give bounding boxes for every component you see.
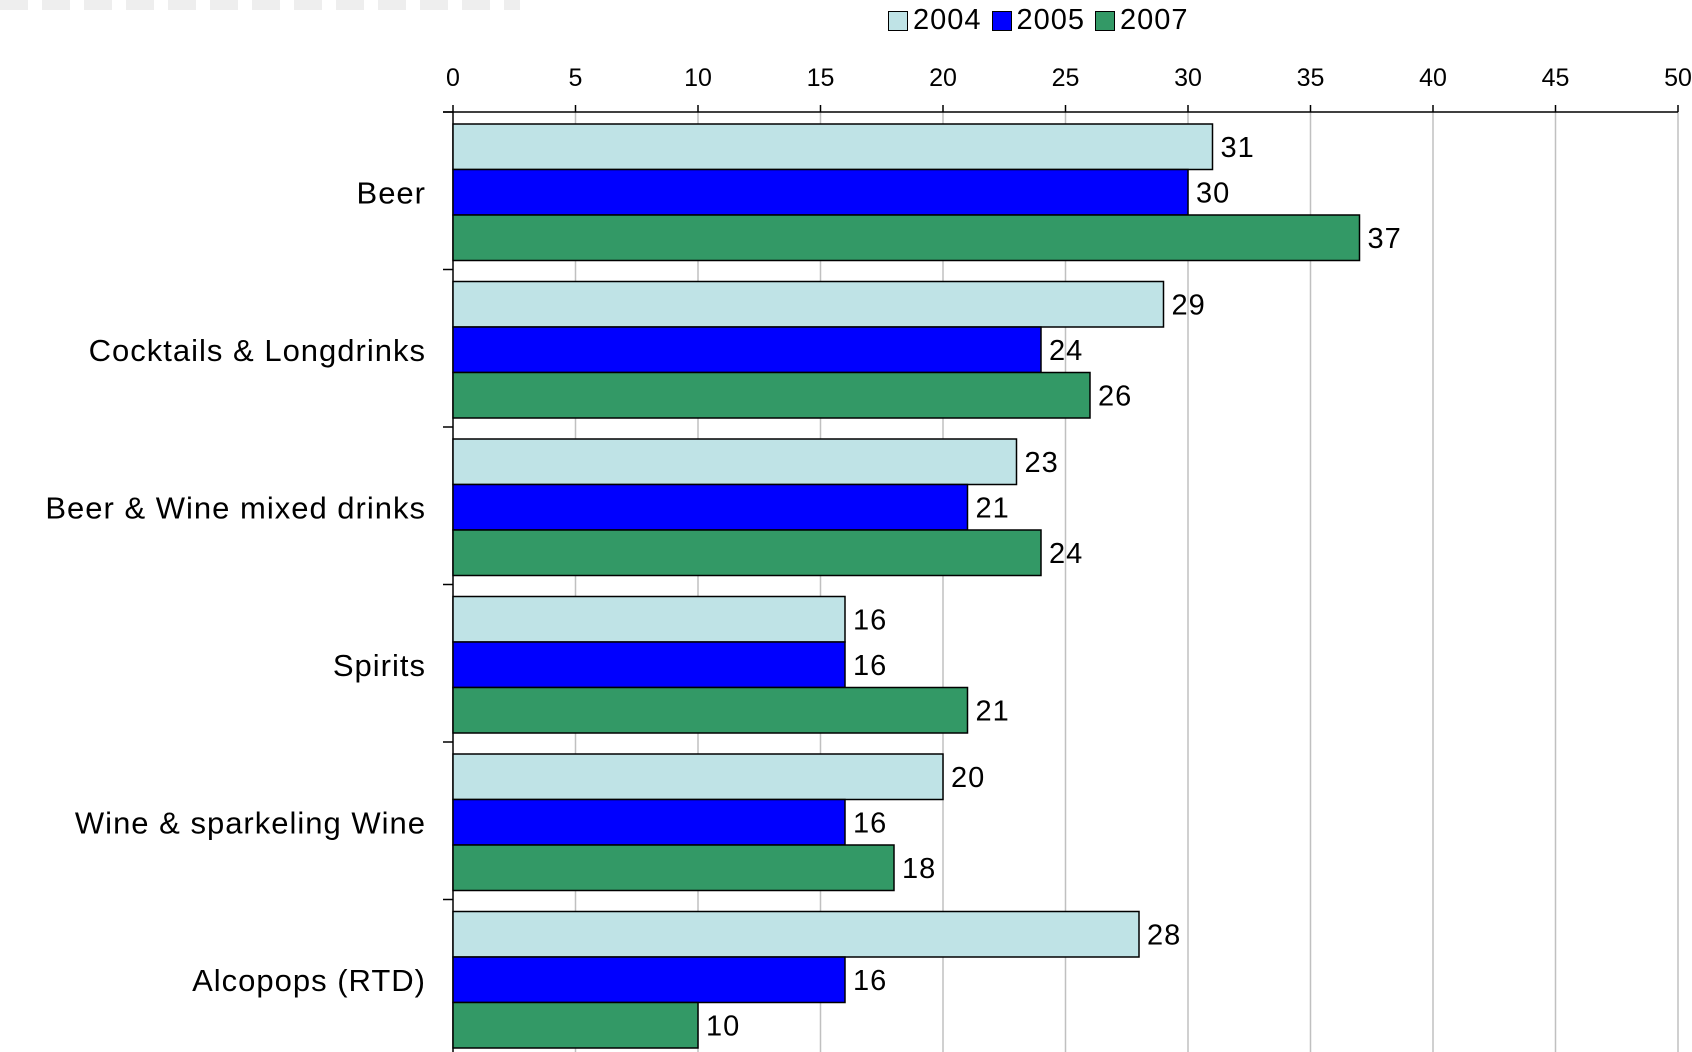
legend-item-2004: 2004 [888, 4, 982, 37]
data-label: 24 [1049, 538, 1083, 570]
category-label: Spirits [333, 648, 426, 683]
bar [452, 753, 944, 801]
bar [452, 438, 1018, 486]
category-label: Beer & Wine mixed drinks [45, 490, 426, 525]
legend-item-2005: 2005 [991, 4, 1086, 37]
bar [452, 214, 1361, 262]
legend-swatch-2004 [888, 10, 908, 31]
decorative-strip [0, 0, 520, 10]
x-tick-label: 10 [684, 64, 712, 92]
legend-item-2007: 2007 [1095, 4, 1189, 37]
bar [452, 844, 895, 892]
data-label: 26 [1098, 380, 1132, 412]
bar [452, 483, 969, 531]
bar [452, 956, 846, 1004]
legend-label-2007: 2007 [1120, 4, 1189, 36]
category-label: Wine & sparkeling Wine [75, 805, 426, 840]
x-tick-label: 0 [446, 64, 460, 92]
bar [452, 371, 1091, 419]
legend-label-2005: 2005 [1016, 4, 1086, 36]
x-tick-label: 20 [929, 64, 957, 92]
bar [452, 595, 846, 643]
data-label: 10 [706, 1010, 740, 1042]
data-label: 24 [1049, 335, 1083, 367]
data-label: 18 [902, 853, 936, 885]
bar [452, 123, 1214, 171]
category-label: Alcopops (RTD) [192, 963, 426, 998]
category-label: Cocktails & Longdrinks [89, 333, 426, 368]
data-label: 21 [976, 695, 1010, 727]
chart-legend: 2004 2005 2007 [888, 4, 1189, 37]
x-tick-label: 5 [569, 64, 583, 92]
bar [452, 280, 1165, 328]
x-tick-label: 30 [1174, 64, 1202, 92]
data-label: 16 [853, 650, 887, 682]
data-label: 28 [1147, 919, 1181, 951]
x-tick-label: 40 [1419, 64, 1447, 92]
data-label: 31 [1221, 132, 1255, 164]
data-label: 20 [951, 762, 985, 794]
x-tick-label: 50 [1664, 64, 1692, 92]
bar [452, 641, 846, 689]
data-label: 16 [853, 965, 887, 997]
x-tick-label: 35 [1297, 64, 1325, 92]
data-label: 30 [1196, 177, 1230, 209]
category-label: Beer [357, 175, 426, 210]
data-label: 37 [1368, 223, 1402, 255]
data-label: 21 [976, 492, 1010, 524]
x-tick-label: 25 [1052, 64, 1080, 92]
x-tick-label: 15 [807, 64, 835, 92]
bar [452, 910, 1140, 958]
bar [452, 529, 1042, 577]
legend-swatch-2007 [1095, 10, 1116, 31]
legend-label-2004: 2004 [913, 4, 982, 36]
bar [452, 326, 1042, 374]
bar [452, 168, 1189, 216]
x-tick-label: 45 [1542, 64, 1570, 92]
data-label: 16 [853, 807, 887, 839]
bar [452, 1001, 699, 1049]
data-label: 23 [1025, 447, 1059, 479]
bar [452, 798, 846, 846]
legend-swatch-2005 [991, 10, 1012, 31]
data-label: 29 [1172, 289, 1206, 321]
bar [452, 686, 969, 734]
data-label: 16 [853, 604, 887, 636]
